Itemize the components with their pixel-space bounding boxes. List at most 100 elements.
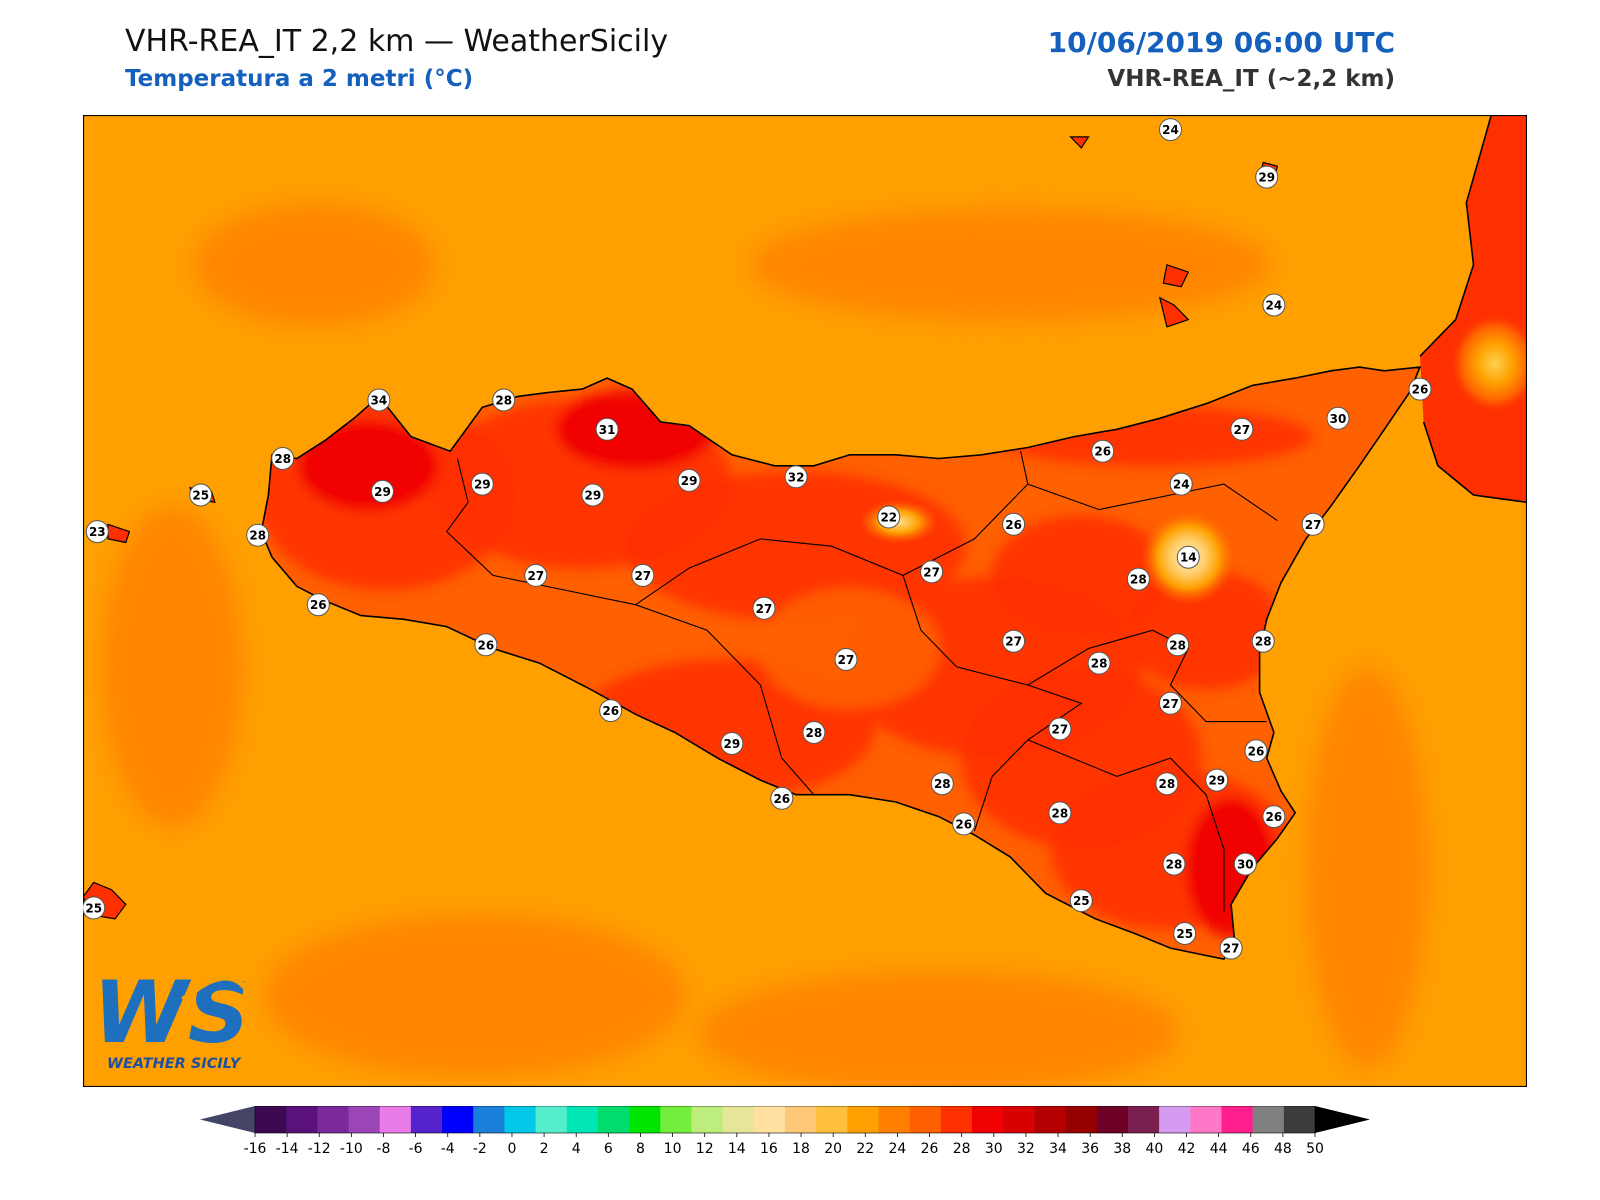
calabria-coast xyxy=(1419,115,1527,504)
colorbar-box xyxy=(909,1106,942,1133)
colorbar-tick-label: 50 xyxy=(1306,1141,1324,1157)
colorbar-box xyxy=(1003,1106,1035,1133)
station-marker: 28 xyxy=(1166,633,1190,657)
colorbar-tick-label: 8 xyxy=(636,1141,645,1157)
station-marker-bg xyxy=(581,483,605,507)
station-marker: 27 xyxy=(920,560,944,584)
station-marker-bg xyxy=(470,472,494,496)
colorbar-box xyxy=(691,1106,724,1133)
station-marker-bg xyxy=(1166,633,1190,657)
station-marker: 29 xyxy=(677,468,701,492)
station-marker: 24 xyxy=(1159,118,1182,142)
station-value: 29 xyxy=(374,485,391,499)
station-marker-bg xyxy=(1251,629,1275,653)
colorbar-tick-label: -12 xyxy=(308,1141,331,1157)
colorbar-box xyxy=(286,1106,318,1133)
colorbar-tick-label: 28 xyxy=(953,1141,971,1157)
station-value: 26 xyxy=(1005,518,1022,532)
station-marker: 26 xyxy=(474,633,498,657)
temperature-map: 24 29 24 26 30 27 26 24 27 14 34 28 31 28 23 25 29 29 29 29… xyxy=(83,115,1527,1087)
colorbar: -16 -14 -12 -10 -8 -6 -4 -2 0 2 4 6 8 10 12 14 16 18 20 22 2… xyxy=(200,1106,1370,1157)
colorbar-under-arrow xyxy=(200,1106,255,1133)
station-marker: 27 xyxy=(1219,936,1243,960)
station-marker: 28 xyxy=(1251,629,1275,653)
station-marker-bg xyxy=(1233,852,1257,876)
colorbar-over-arrow xyxy=(1315,1106,1370,1133)
station-value: 28 xyxy=(1130,573,1147,587)
colorbar-box xyxy=(442,1106,474,1133)
colorbar-box xyxy=(660,1106,692,1133)
station-value: 29 xyxy=(1258,171,1275,185)
station-marker: 29 xyxy=(581,483,605,507)
map-title: VHR-REA_IT 2,2 km — WeatherSicily xyxy=(125,24,669,59)
province-border xyxy=(445,458,636,606)
station-marker: 24 xyxy=(1262,293,1286,317)
colorbar-tick-label: 48 xyxy=(1274,1141,1292,1157)
station-value: 24 xyxy=(1162,123,1179,137)
station-value: 26 xyxy=(773,792,790,806)
station-value: 25 xyxy=(1176,927,1193,941)
province-border xyxy=(635,451,1029,606)
station-value: 26 xyxy=(955,817,972,831)
station-marker-bg xyxy=(784,465,808,489)
station-marker-bg xyxy=(306,593,330,617)
colorbar-box xyxy=(379,1106,412,1133)
station-value: 27 xyxy=(756,602,773,616)
station-value: 29 xyxy=(1208,774,1225,788)
station-marker-bg xyxy=(1173,922,1197,945)
colorbar-box xyxy=(722,1106,755,1133)
station-marker: 30 xyxy=(1233,852,1257,876)
station-marker: 24 xyxy=(1169,472,1193,496)
colorbar-tick-label: 18 xyxy=(792,1141,810,1157)
station-marker-bg xyxy=(1244,739,1268,763)
station-marker-bg xyxy=(492,388,516,412)
station-marker: 26 xyxy=(599,699,623,723)
colorbar-box xyxy=(816,1106,848,1133)
station-value: 26 xyxy=(310,598,327,612)
province-border xyxy=(1027,483,1278,522)
weathersicily-logo: WS WEATHER SICILY xyxy=(93,963,256,1072)
colorbar-tick-label: -6 xyxy=(409,1141,423,1157)
station-marker: 26 xyxy=(306,593,330,617)
station-value: 27 xyxy=(1305,518,1322,532)
colorbar-box xyxy=(535,1106,568,1133)
colorbar-tick-label: 42 xyxy=(1178,1141,1196,1157)
valid-datetime: 10/06/2019 06:00 UTC xyxy=(1047,26,1395,59)
colorbar-tick-label: -8 xyxy=(377,1141,391,1157)
station-marker: 25 xyxy=(189,483,213,507)
station-marker-bg xyxy=(1262,805,1286,829)
station-marker: 26 xyxy=(1002,512,1026,536)
station-marker: 26 xyxy=(770,786,794,810)
station-marker-bg xyxy=(631,563,655,587)
station-value: 27 xyxy=(838,653,855,667)
station-value: 25 xyxy=(192,489,209,503)
station-marker-bg xyxy=(1126,567,1150,591)
colorbar-tick-label: 2 xyxy=(540,1141,549,1157)
colorbar-box xyxy=(1283,1106,1316,1133)
station-marker-bg xyxy=(1408,377,1432,401)
station-marker-bg xyxy=(1002,629,1026,653)
station-marker-bg xyxy=(85,520,109,544)
station-marker: 26 xyxy=(1262,805,1286,829)
station-marker: 27 xyxy=(752,596,776,620)
station-value: 23 xyxy=(89,525,106,539)
station-marker: 27 xyxy=(1301,512,1325,536)
station-marker-bg xyxy=(271,447,295,470)
station-value: 28 xyxy=(1169,638,1186,652)
station-marker-bg xyxy=(1169,472,1193,496)
station-value: 28 xyxy=(249,529,266,543)
station-value: 28 xyxy=(1166,858,1183,872)
station-marker: 28 xyxy=(1048,801,1072,825)
station-marker-bg xyxy=(1301,512,1325,536)
colorbar-tick-label: 6 xyxy=(604,1141,613,1157)
colorbar-box xyxy=(1034,1106,1067,1133)
station-value: 27 xyxy=(923,565,940,579)
colorbar-box xyxy=(878,1106,911,1133)
colorbar-tick-label: 40 xyxy=(1145,1141,1163,1157)
station-marker-bg xyxy=(595,417,619,441)
station-markers: 24 29 24 26 30 27 26 24 27 14 34 28 31 28 23 25 29 29 29 29… xyxy=(83,118,1432,960)
colorbar-box xyxy=(348,1106,381,1133)
colorbar-tick-label: -14 xyxy=(276,1141,299,1157)
colorbar-tick-label: 24 xyxy=(889,1141,907,1157)
station-value: 27 xyxy=(634,569,651,583)
